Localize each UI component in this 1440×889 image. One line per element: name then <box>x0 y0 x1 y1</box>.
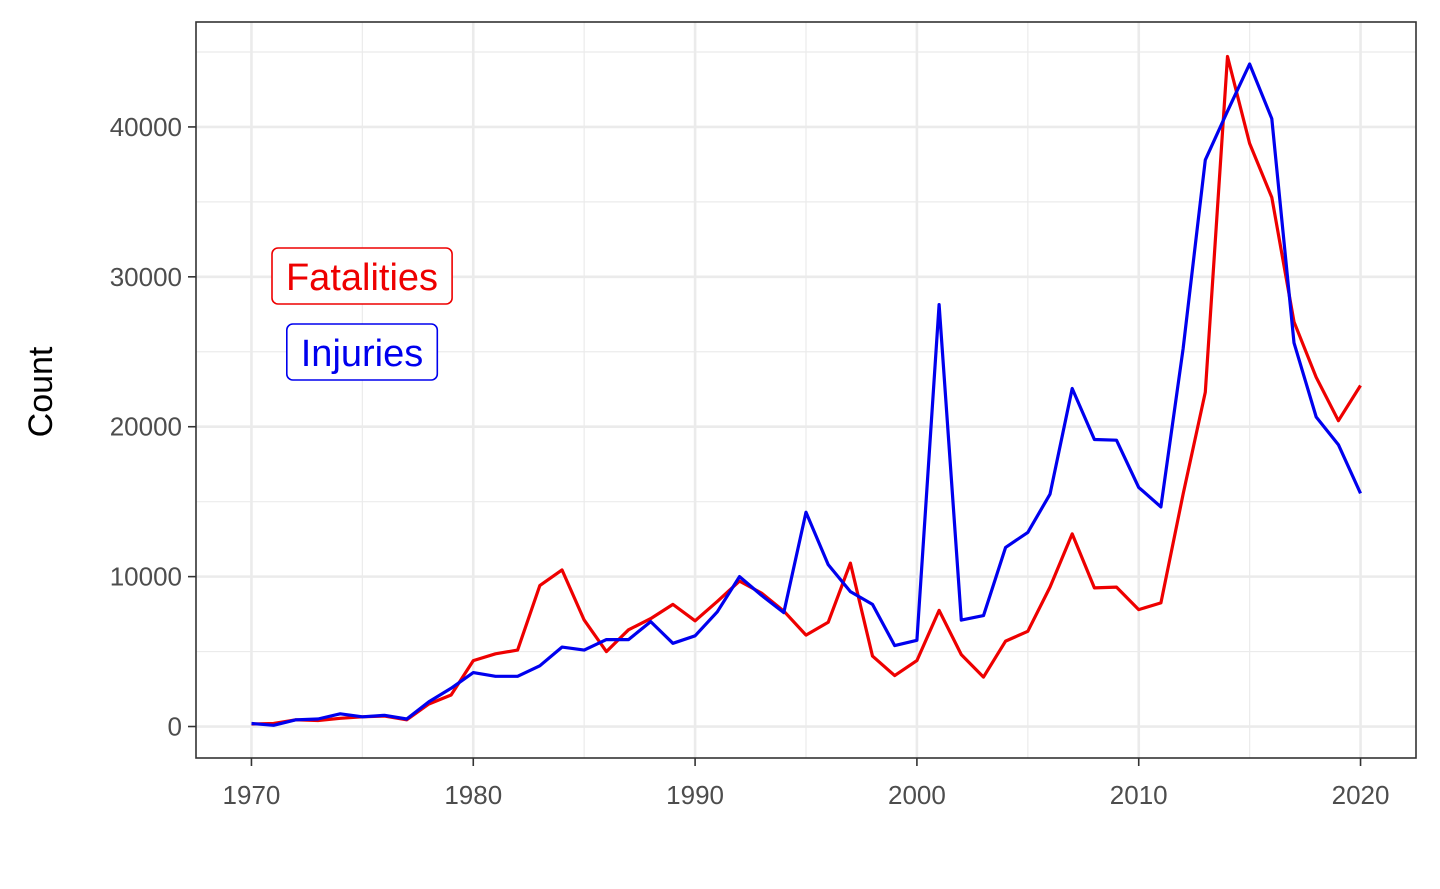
x-tick-label: 1990 <box>666 780 724 810</box>
x-tick-label: 2000 <box>888 780 946 810</box>
legend-label: Fatalities <box>286 257 438 299</box>
legend-box <box>271 247 453 305</box>
x-tick-label: 2010 <box>1110 780 1168 810</box>
y-axis-title: Count <box>22 346 60 437</box>
y-tick-label: 0 <box>168 712 182 742</box>
y-tick-label: 20000 <box>110 412 182 442</box>
y-axis: 0 10000 20000 30000 40000 <box>110 112 196 742</box>
legend-item-injuries: Injuries <box>285 323 439 381</box>
legend-box <box>285 323 439 381</box>
series-line-injuries <box>251 62 1362 727</box>
panel-border <box>195 21 1417 759</box>
plot-panel <box>195 21 1417 759</box>
x-tick-label: 1970 <box>223 780 281 810</box>
legend: Fatalities Injuries <box>271 247 453 381</box>
x-axis: 1970 1980 1990 2000 2010 2020 <box>223 758 1390 810</box>
series-lines <box>251 54 1362 727</box>
y-tick-label: 40000 <box>110 112 182 142</box>
y-tick-label: 10000 <box>110 562 182 592</box>
x-tick-label: 1980 <box>444 780 502 810</box>
series-line-fatalities <box>251 54 1362 726</box>
x-tick-label: 2020 <box>1332 780 1390 810</box>
y-tick-label: 30000 <box>110 262 182 292</box>
major-gridlines <box>196 22 1416 758</box>
legend-item-fatalities: Fatalities <box>271 247 453 305</box>
legend-label: Injuries <box>301 333 424 375</box>
